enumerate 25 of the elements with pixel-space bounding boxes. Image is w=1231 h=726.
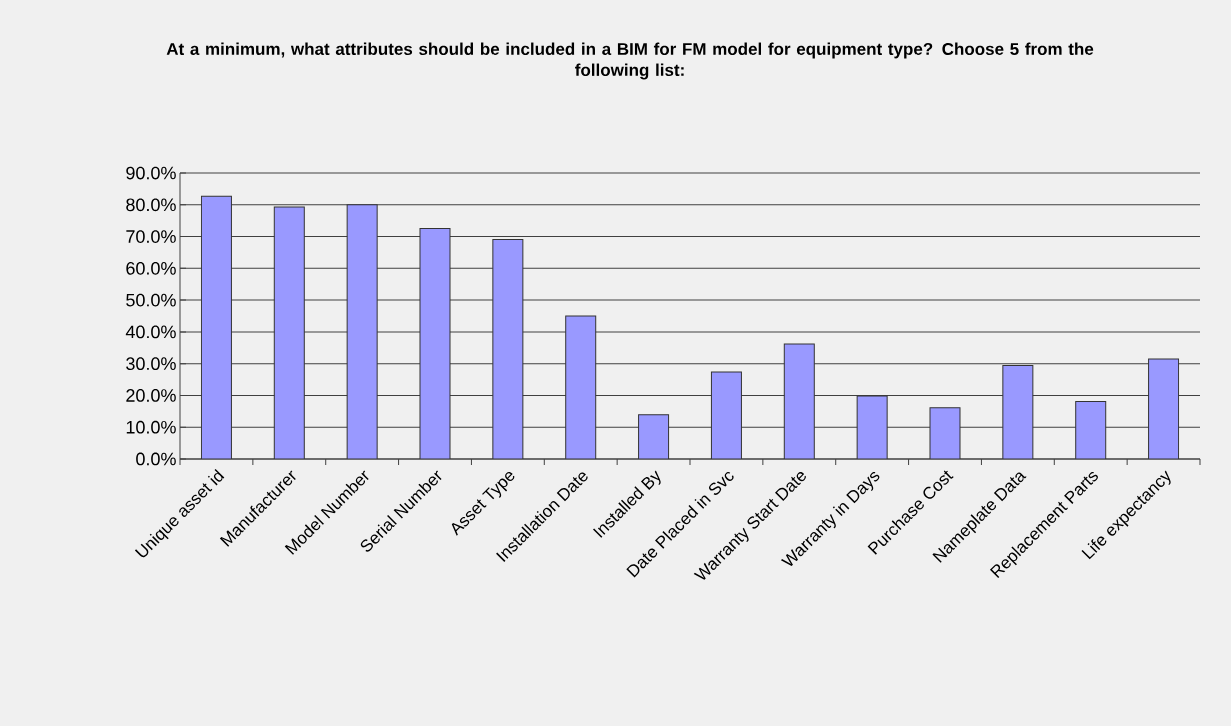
y-tick-label: 10.0% bbox=[126, 420, 176, 434]
y-tick-label: 70.0% bbox=[126, 230, 176, 243]
bar bbox=[1002, 365, 1034, 459]
y-tick-label: 30.0% bbox=[126, 357, 176, 371]
bar bbox=[565, 315, 597, 459]
bar bbox=[419, 228, 451, 459]
y-tick-label: 0.0% bbox=[136, 452, 176, 466]
bar bbox=[856, 395, 888, 459]
y-tick-label: 40.0% bbox=[125, 325, 176, 339]
bar bbox=[1148, 358, 1180, 459]
bar bbox=[638, 414, 670, 459]
y-tick-label: 60.0% bbox=[126, 261, 176, 275]
bar bbox=[1075, 400, 1107, 459]
y-tick-label: 80.0% bbox=[126, 198, 176, 212]
bar bbox=[783, 343, 815, 459]
bar bbox=[492, 238, 524, 459]
chart-title: At a minimum, what attributes should be included in a BIM for FM model for equipment type? Choose 5 from the following list: bbox=[166, 42, 1094, 80]
bar bbox=[929, 407, 961, 459]
bar bbox=[200, 195, 232, 459]
bar bbox=[273, 206, 305, 459]
bar bbox=[346, 204, 378, 459]
y-tick-label: 90.0% bbox=[126, 166, 176, 180]
bar bbox=[710, 371, 742, 459]
y-tick-label: 50.0% bbox=[126, 293, 176, 307]
y-tick-label: 20.0% bbox=[126, 389, 176, 402]
